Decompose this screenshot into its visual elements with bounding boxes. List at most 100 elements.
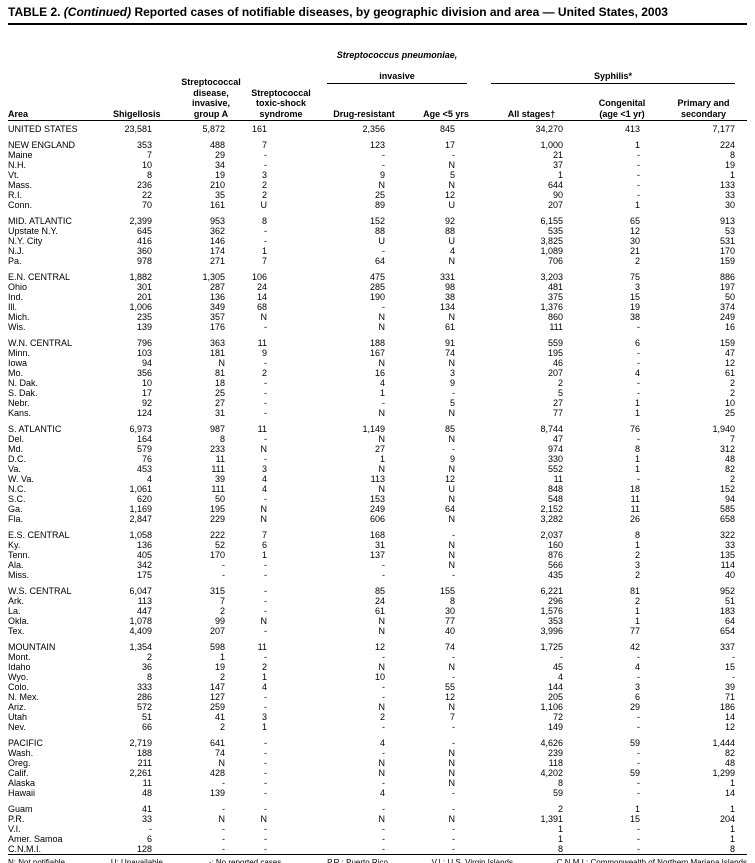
value-cell: 30 xyxy=(444,606,455,616)
value-cell: 133 xyxy=(719,180,735,190)
value-cell: N xyxy=(378,616,386,626)
value-cell: 8 xyxy=(146,170,152,180)
value-cell: - xyxy=(264,758,267,768)
value-cell: 2 xyxy=(634,550,640,560)
value-cell: 8 xyxy=(557,844,563,854)
value-cell: 190 xyxy=(369,292,385,302)
table-row: Guam 41 - - - - 2 1 1 xyxy=(8,804,747,814)
value-cell: 2,152 xyxy=(540,504,563,514)
value-cell: 77 xyxy=(629,626,640,636)
value-cell: - xyxy=(264,378,267,388)
value-cell: 7 xyxy=(219,596,225,606)
value-cell: 92 xyxy=(141,398,152,408)
table-row: Upstate N.Y. 645 362 - 88 88 535 12 53 xyxy=(8,226,747,236)
value-cell: - xyxy=(264,692,267,702)
value-cell: 39 xyxy=(214,474,225,484)
value-cell: 1,169 xyxy=(129,504,152,514)
value-cell: 183 xyxy=(719,606,735,616)
value-cell: 46 xyxy=(552,358,563,368)
table-row: S.C. 620 50 - 153 N 548 11 94 xyxy=(8,494,747,504)
value-cell: 21 xyxy=(629,246,640,256)
value-cell: - xyxy=(382,398,385,408)
value-cell: 12 xyxy=(444,190,455,200)
value-cell: 74 xyxy=(214,748,225,758)
value-cell: 161 xyxy=(209,200,225,210)
value-cell: 136 xyxy=(136,540,152,550)
value-cell: 1 xyxy=(634,606,640,616)
legend-item: V.I.: U.S. Virgin Islands xyxy=(431,858,513,863)
value-cell: - xyxy=(382,778,385,788)
table-header: Area Shigellosis Streptococcal disease, … xyxy=(8,27,747,121)
table-row: Nebr. 92 27 - - 5 27 1 10 xyxy=(8,398,747,408)
value-cell: - xyxy=(264,236,267,246)
value-cell: N xyxy=(378,768,386,778)
value-cell: - xyxy=(222,560,225,570)
value-cell: - xyxy=(452,824,455,834)
value-cell: 4 xyxy=(379,738,385,748)
col-header-area: Area xyxy=(8,27,113,121)
value-cell: 4 xyxy=(261,484,267,494)
value-cell: - xyxy=(264,804,267,814)
value-cell: 65 xyxy=(629,216,640,226)
value-cell: 2 xyxy=(261,180,267,190)
value-cell: 1 xyxy=(729,778,735,788)
value-cell: 435 xyxy=(547,570,563,580)
value-cell: 1,391 xyxy=(540,814,563,824)
area-cell: C.N.M.I. xyxy=(8,844,41,854)
value-cell: 6,973 xyxy=(129,424,152,434)
value-cell: 796 xyxy=(136,338,152,348)
area-cell: Nebr. xyxy=(8,398,30,408)
value-cell: N xyxy=(448,662,456,672)
value-cell: - xyxy=(264,454,267,464)
value-cell: 74 xyxy=(444,348,455,358)
value-cell: 160 xyxy=(547,540,563,550)
value-cell: - xyxy=(637,748,640,758)
table-row: Ga. 1,169 195 N 249 64 2,152 11 585 xyxy=(8,504,747,514)
value-cell: 8,744 xyxy=(540,424,563,434)
value-cell: - xyxy=(264,834,267,844)
value-cell: - xyxy=(222,570,225,580)
table-row: Md. 579 233 N 27 - 974 8 312 xyxy=(8,444,747,454)
value-cell: - xyxy=(637,788,640,798)
value-cell: 77 xyxy=(444,616,455,626)
area-cell: Minn. xyxy=(8,348,31,358)
area-cell: Ark. xyxy=(8,596,25,606)
value-cell: 186 xyxy=(719,702,735,712)
value-cell: - xyxy=(264,388,267,398)
area-cell: N. Mex. xyxy=(8,692,40,702)
value-cell: - xyxy=(637,722,640,732)
value-cell: N xyxy=(448,408,456,418)
value-cell: 41 xyxy=(141,804,152,814)
value-cell: - xyxy=(264,408,267,418)
value-cell: - xyxy=(637,844,640,854)
value-cell: - xyxy=(637,672,640,682)
value-cell: - xyxy=(264,570,267,580)
table-row: Vt. 8 19 3 9 5 1 - 1 xyxy=(8,170,747,180)
table-row: Miss. 175 - - - - 435 2 40 xyxy=(8,570,747,580)
area-cell: S.C. xyxy=(8,494,26,504)
value-cell: N xyxy=(448,540,456,550)
table-row: C.N.M.I. 128 - - - - 8 - 8 xyxy=(8,844,747,855)
value-cell: 155 xyxy=(439,586,455,596)
area-cell: NEW ENGLAND xyxy=(8,140,76,150)
value-cell: N xyxy=(448,358,456,368)
value-cell: 6 xyxy=(261,540,267,550)
value-cell: 25 xyxy=(214,388,225,398)
value-cell: - xyxy=(382,570,385,580)
value-cell: 315 xyxy=(209,586,225,596)
value-cell: - xyxy=(264,788,267,798)
value-cell: 6 xyxy=(634,692,640,702)
value-cell: 2 xyxy=(557,378,563,388)
value-cell: 36 xyxy=(141,662,152,672)
value-cell: N xyxy=(260,312,268,322)
value-cell: U xyxy=(448,236,456,246)
value-cell: N xyxy=(260,514,268,524)
value-cell: 8 xyxy=(729,844,735,854)
value-cell: 2 xyxy=(219,722,225,732)
value-cell: 111 xyxy=(211,464,225,474)
table-row: Colo. 333 147 4 - 55 144 3 39 xyxy=(8,682,747,692)
table-row: MID. ATLANTIC 2,399 953 8 152 92 6,155 65 913 xyxy=(8,216,747,226)
area-cell: Md. xyxy=(8,444,24,454)
value-cell: 330 xyxy=(547,454,563,464)
